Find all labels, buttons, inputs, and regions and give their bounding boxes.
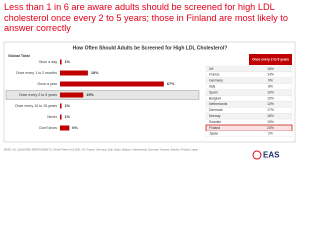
- chart-title: How Often Should Adults be Screened for …: [73, 45, 228, 51]
- bar: [60, 92, 84, 98]
- table-cell: Finland: [209, 126, 220, 130]
- table-cell: 17%: [267, 108, 274, 112]
- table-row: [205, 89, 293, 96]
- table-cell: 16%: [267, 67, 274, 71]
- value-label: 1%: [65, 104, 71, 108]
- logo-icon: [252, 150, 262, 160]
- table-cell: Norway: [209, 114, 221, 118]
- value-label: 1%: [65, 60, 71, 64]
- table-cell: 2%: [268, 132, 273, 136]
- table-cell: 14%: [267, 73, 274, 77]
- table-cell: 18%: [267, 114, 274, 118]
- slide: How Often Should Adults be Screened for …: [3, 2, 296, 160]
- table-cell: UK: [209, 67, 214, 71]
- value-label: 6%: [72, 126, 78, 130]
- category-label: Once every 2 to 5 years: [19, 93, 57, 97]
- value-label: 15%: [86, 93, 94, 97]
- chart-subtitle: Global Total: [8, 54, 30, 58]
- bar: [60, 70, 88, 76]
- table-cell: Japan: [209, 132, 218, 136]
- table-cell: France: [209, 73, 220, 77]
- table-header: Once every 2 to 5 years: [252, 57, 289, 61]
- table-cell: 9%: [268, 79, 273, 83]
- table-row: [205, 83, 293, 90]
- category-label: Once a day: [39, 60, 58, 64]
- slide-title: Less than 1 in 6 are aware adults should…: [4, 2, 288, 34]
- table-cell: 10%: [267, 90, 274, 94]
- table-cell: 13%: [267, 102, 274, 106]
- table-cell: Italy: [209, 85, 216, 89]
- category-label: Don't know: [39, 126, 57, 130]
- footer-note: BASE: ALL QUALIFIED RESPONDENTS; Global …: [4, 148, 199, 152]
- table-row: [205, 65, 293, 73]
- table-cell: Denmark: [209, 108, 223, 112]
- table-row: [205, 130, 293, 137]
- table-header-bg: [249, 54, 292, 65]
- bar: [60, 103, 62, 109]
- table-cell: 24%: [267, 126, 274, 130]
- category-label: Never: [47, 115, 57, 119]
- table-cell: 10%: [267, 96, 274, 100]
- bar: [60, 114, 62, 120]
- table-cell: 19%: [267, 120, 274, 124]
- table-cell: Netherlands: [209, 102, 228, 106]
- bar: [60, 59, 62, 65]
- category-label: Once a year: [37, 82, 57, 86]
- bar: [60, 125, 70, 131]
- value-label: 1%: [65, 115, 71, 119]
- logo: EAS: [263, 151, 280, 160]
- table-cell: 8%: [268, 85, 273, 89]
- bar: [60, 81, 164, 87]
- table-cell: Belgium: [209, 96, 221, 100]
- highlight-box: [5, 90, 200, 100]
- value-label: 18%: [91, 71, 99, 75]
- value-label: 67%: [167, 82, 175, 86]
- table-cell: Spain: [209, 90, 218, 94]
- category-label: Once every 10 to 15 years: [15, 104, 57, 108]
- category-label: Once every 1 to 2 months: [16, 71, 57, 75]
- table-cell: Germany: [209, 79, 223, 83]
- table-cell: Sweden: [209, 120, 221, 124]
- chart: How Often Should Adults be Screened for …: [3, 41, 296, 160]
